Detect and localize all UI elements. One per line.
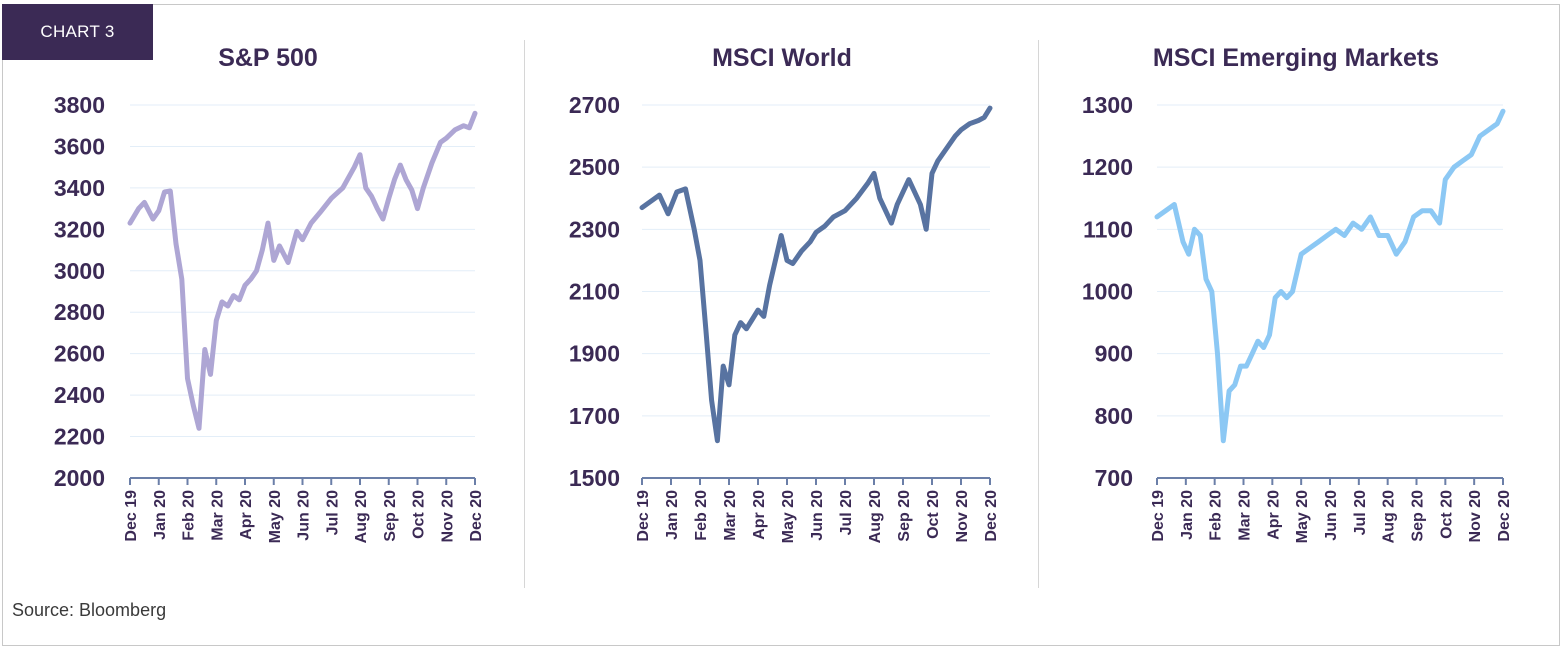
y-tick-label: 2300 <box>569 216 620 242</box>
x-tick-label: Dec 19 <box>635 490 652 542</box>
chart-title: MSCI World <box>712 44 852 72</box>
x-tick-label: Jan 20 <box>1179 490 1196 540</box>
chart-panel: MSCI World 1500 1700 1900 2100 2300 2500 2700 De… <box>569 44 1000 543</box>
y-tick-label: 800 <box>1095 403 1133 429</box>
x-tick-label: Dec 20 <box>983 490 1000 542</box>
panel-divider <box>524 40 525 588</box>
x-tick-label: Mar 20 <box>722 490 739 541</box>
y-tick-label: 3800 <box>54 92 105 118</box>
series-line <box>127 110 478 431</box>
y-tick-label: 1700 <box>569 403 620 429</box>
x-tick-label: Apr 20 <box>238 490 255 540</box>
x-tick-label: Dec 19 <box>123 490 140 542</box>
x-tick-label: Apr 20 <box>751 490 768 540</box>
x-tick-label: Nov 20 <box>1467 490 1484 543</box>
x-tick-label: Aug 20 <box>353 490 370 543</box>
x-tick-label: Jan 20 <box>152 490 169 540</box>
y-tick-label: 2500 <box>569 154 620 180</box>
x-tick-label: Aug 20 <box>1381 490 1398 543</box>
y-tick-label: 2200 <box>54 424 105 450</box>
x-tick-label: Oct 20 <box>411 490 428 539</box>
x-tick-label: Mar 20 <box>1237 490 1254 541</box>
y-tick-label: 1300 <box>1082 92 1133 118</box>
chart-frame <box>2 4 1560 646</box>
y-tick-label: 3200 <box>54 216 105 242</box>
x-tick-label: Jun 20 <box>296 490 313 541</box>
y-tick-label: 1500 <box>569 465 620 491</box>
x-tick-label: Oct 20 <box>1438 490 1455 539</box>
x-tick-label: Jan 20 <box>664 490 681 540</box>
y-tick-label: 1100 <box>1083 216 1133 242</box>
x-tick-label: Sep 20 <box>896 490 913 542</box>
x-tick-label: Oct 20 <box>925 490 942 539</box>
x-tick-label: Sep 20 <box>1410 490 1427 542</box>
source-note: Source: Bloomberg <box>12 600 167 620</box>
x-tick-label: May 20 <box>780 490 797 543</box>
x-tick-label: Mar 20 <box>209 490 226 541</box>
x-tick-label: Feb 20 <box>181 490 198 541</box>
x-tick-label: Jul 20 <box>324 490 341 535</box>
y-tick-label: 2400 <box>54 382 105 408</box>
y-tick-label: 2600 <box>54 341 105 367</box>
y-tick-label: 1000 <box>1082 279 1133 305</box>
x-tick-label: Jun 20 <box>809 490 826 541</box>
y-tick-label: 900 <box>1095 341 1133 367</box>
y-tick-label: 3600 <box>54 133 105 159</box>
y-tick-label: 2800 <box>54 299 105 325</box>
y-tick-label: 2100 <box>569 279 620 305</box>
y-tick-label: 2700 <box>569 92 620 118</box>
x-tick-label: Dec 19 <box>1150 490 1167 542</box>
chart-number-badge: CHART 3 <box>2 4 153 60</box>
y-tick-label: 3000 <box>54 258 105 284</box>
series-line <box>1154 108 1506 444</box>
y-tick-label: 1900 <box>569 341 620 367</box>
series-line <box>639 105 993 444</box>
x-tick-label: Jul 20 <box>838 490 855 535</box>
x-tick-label: Jun 20 <box>1323 490 1340 541</box>
x-tick-label: Nov 20 <box>954 490 971 543</box>
x-tick-label: Jul 20 <box>1352 490 1369 535</box>
chart-title: S&P 500 <box>218 44 318 72</box>
x-tick-label: May 20 <box>1294 490 1311 543</box>
x-tick-label: Feb 20 <box>693 490 710 541</box>
y-tick-label: 2000 <box>54 465 105 491</box>
x-tick-label: Dec 20 <box>468 490 485 542</box>
chart-panel: S&P 500 2000 2200 2400 2600 2800 3000 3200 3400 3… <box>54 44 485 543</box>
y-tick-label: 3400 <box>54 175 105 201</box>
chart-panel: MSCI Emerging Markets 700 800 900 1000 1100 12… <box>1082 44 1513 543</box>
x-tick-label: Dec 20 <box>1496 490 1513 542</box>
chart-title: MSCI Emerging Markets <box>1153 44 1439 72</box>
x-tick-label: Sep 20 <box>382 490 399 542</box>
x-tick-label: Feb 20 <box>1208 490 1225 541</box>
y-tick-label: 1200 <box>1082 154 1133 180</box>
x-tick-label: Nov 20 <box>439 490 456 543</box>
x-tick-label: May 20 <box>267 490 284 543</box>
x-tick-label: Apr 20 <box>1265 490 1282 540</box>
y-tick-label: 700 <box>1095 465 1133 491</box>
x-tick-label: Aug 20 <box>867 490 884 543</box>
panel-divider <box>1038 40 1039 588</box>
